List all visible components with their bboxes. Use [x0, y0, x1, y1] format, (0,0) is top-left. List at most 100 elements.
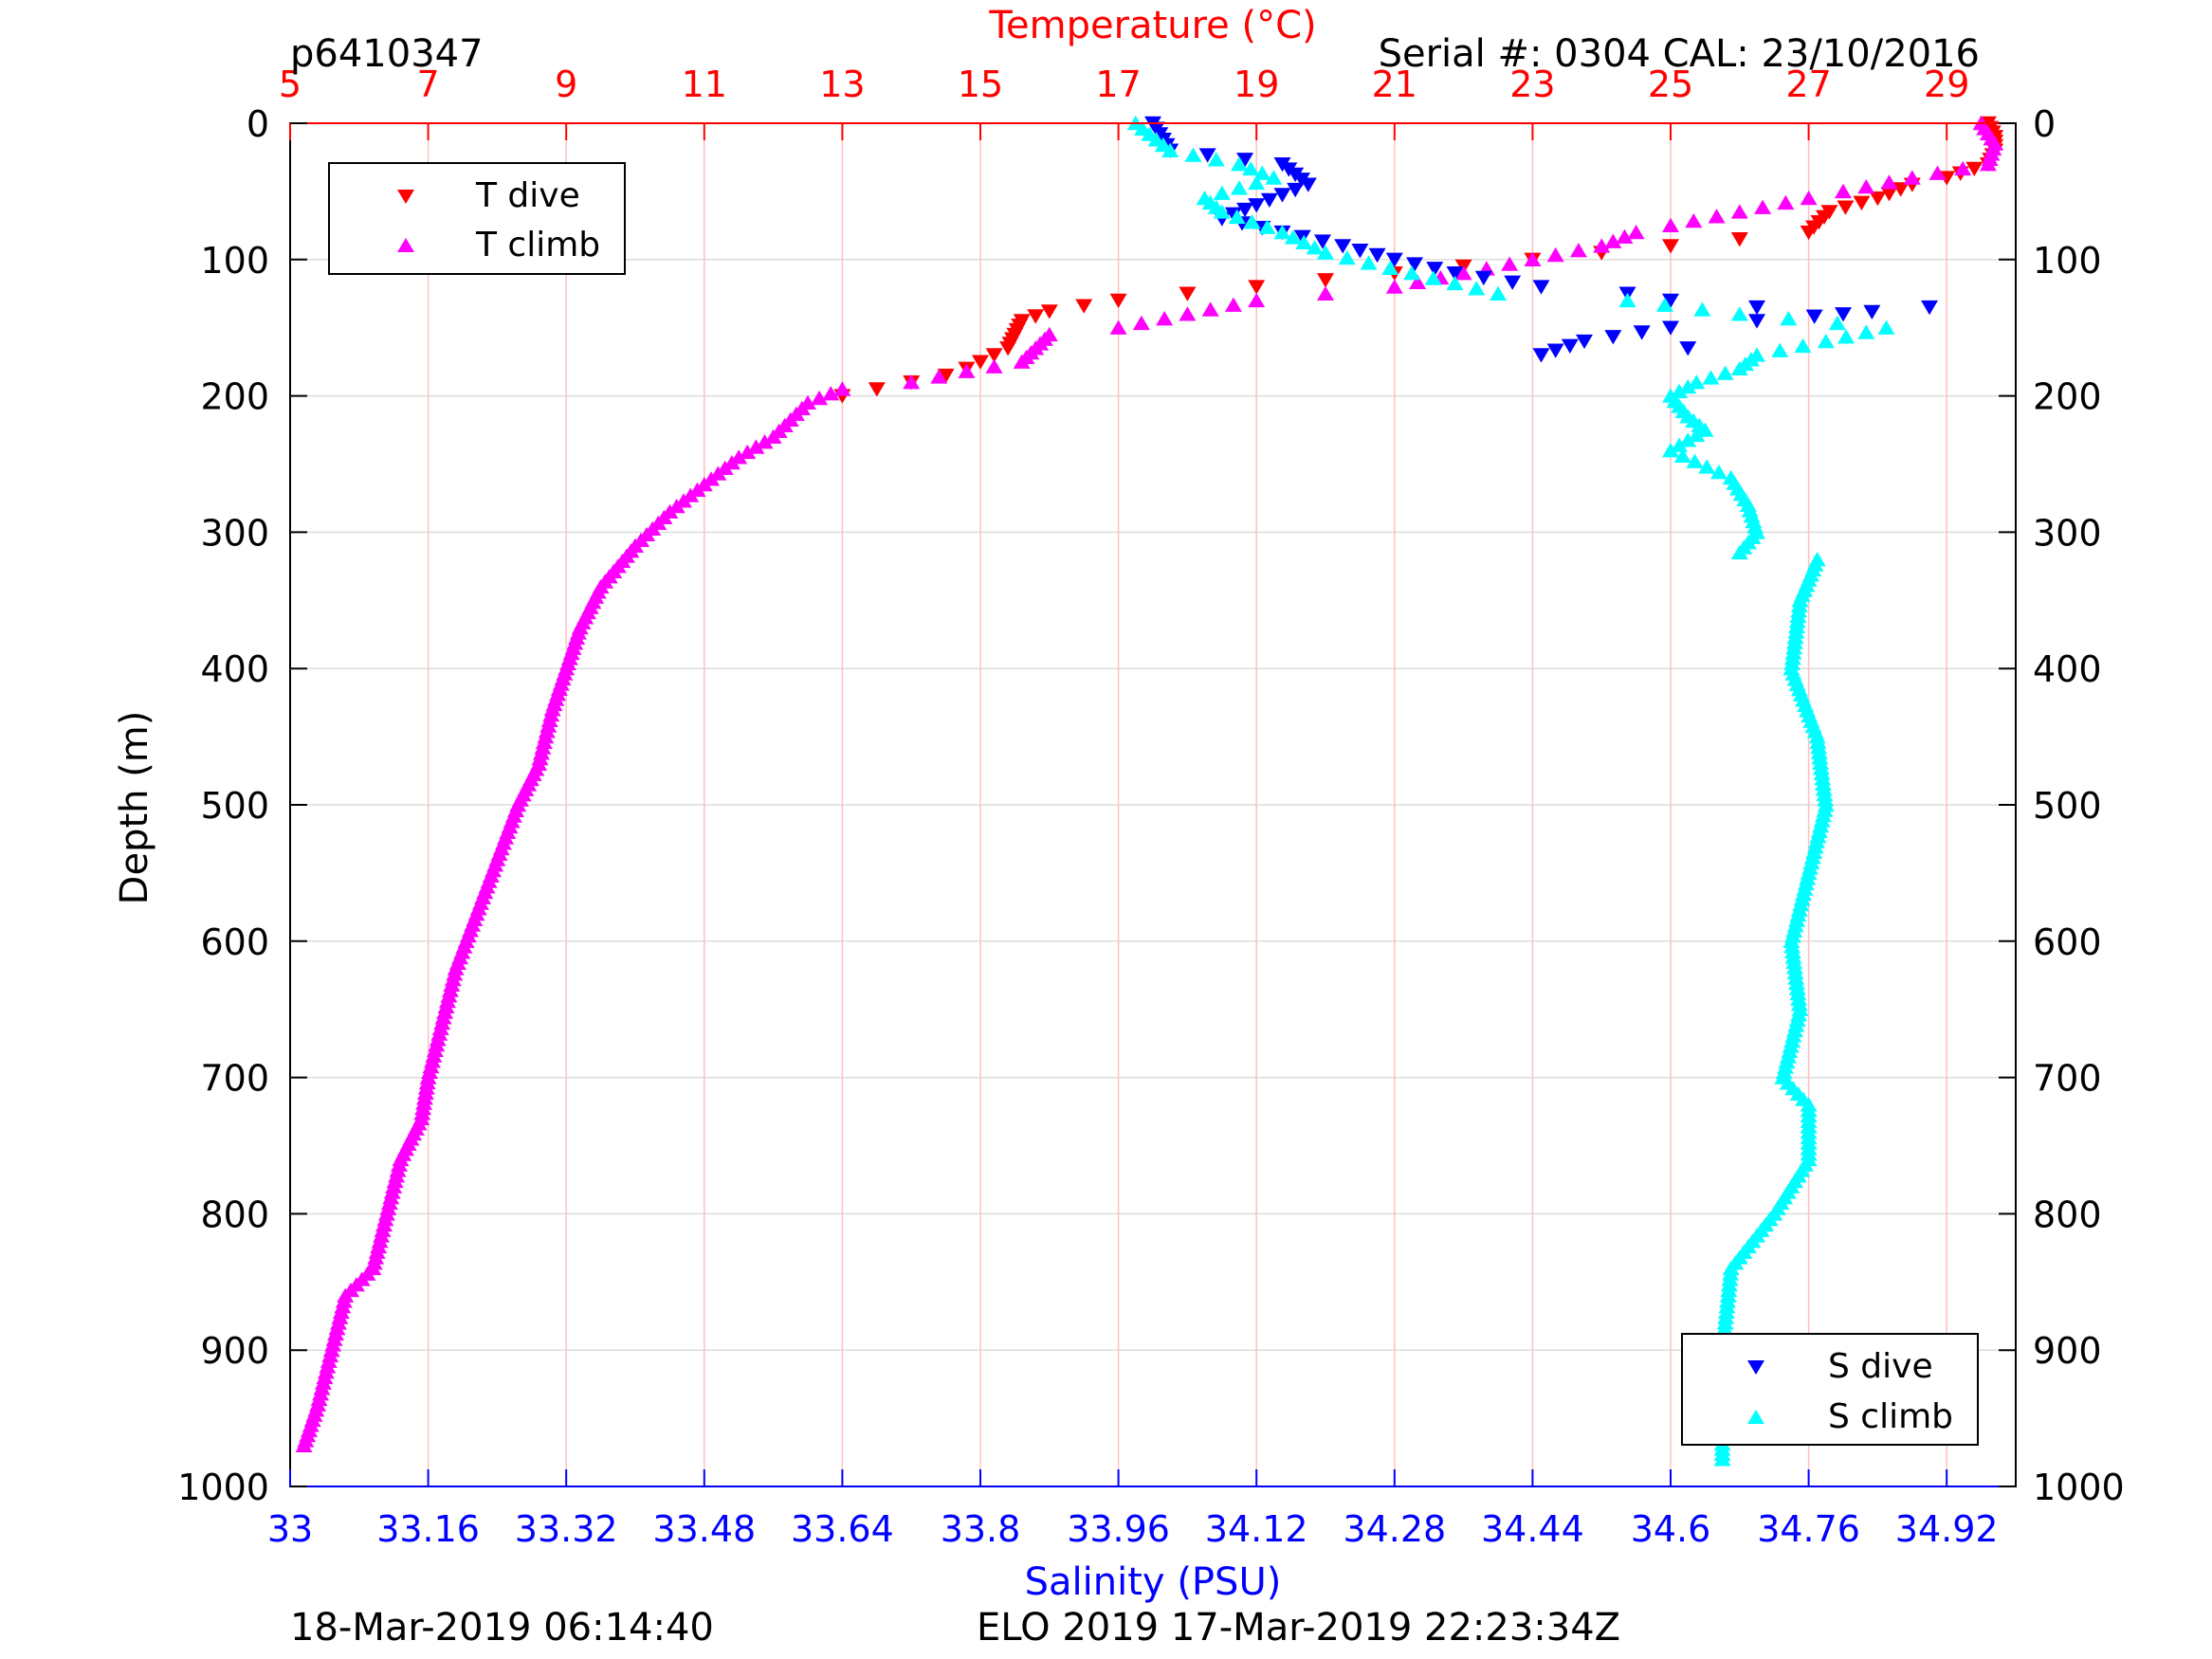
- s-dive-point: [1546, 343, 1564, 358]
- t-climb-point: [903, 374, 921, 390]
- t-climb-point: [1317, 285, 1334, 301]
- t-dive-point: [999, 341, 1017, 356]
- t-climb-point: [1248, 292, 1266, 308]
- t-climb-point: [1224, 297, 1242, 312]
- depth-tick-label-left: 200: [200, 376, 269, 418]
- depth-tick-label-left: 800: [200, 1194, 269, 1235]
- s-climb-point: [1213, 204, 1231, 219]
- s-dive-point: [1504, 275, 1522, 290]
- depth-tick-label-right: 1000: [2033, 1467, 2125, 1508]
- s-climb-point: [1306, 240, 1324, 255]
- salinity-tick-label: 33.16: [376, 1508, 480, 1550]
- temperature-tick-label: 15: [958, 64, 1003, 105]
- temperature-tick-label: 19: [1234, 64, 1279, 105]
- t-climb-point: [1201, 301, 1219, 317]
- t-climb-point: [1627, 224, 1645, 240]
- s-dive-point: [1604, 330, 1622, 345]
- t-climb-point: [1730, 204, 1748, 219]
- s-climb-point: [1242, 160, 1260, 176]
- salinity-tick-label: 33.8: [941, 1508, 1021, 1550]
- s-dive-point: [1662, 320, 1679, 336]
- t-climb-point: [739, 444, 757, 460]
- s-dive-point: [1198, 148, 1216, 163]
- legend-s-dive-label: S dive: [1828, 1347, 1933, 1386]
- s-dive-point: [1293, 229, 1311, 245]
- depth-tick-label-left: 1000: [177, 1467, 269, 1508]
- legend-t-climb-marker: [397, 238, 414, 252]
- t-dive-point: [1965, 161, 1983, 177]
- s-climb-point: [1490, 285, 1507, 301]
- s-dive-point: [1576, 334, 1593, 350]
- depth-tick-label-left: 900: [200, 1330, 269, 1372]
- tick-layer: 0 0 100 100 200 200 300 300 400 400 500 500 600 600 70…: [177, 64, 2124, 1550]
- t-dive-point: [868, 382, 886, 397]
- temperature-tick-label: 17: [1095, 64, 1141, 105]
- s-dive-point: [1260, 192, 1278, 208]
- s-dive-point: [1446, 265, 1464, 282]
- depth-tick-label-right: 100: [2033, 240, 2102, 282]
- t-climb-point: [1903, 170, 1921, 185]
- depth-tick-label-left: 0: [247, 103, 269, 145]
- temperature-axis-title: Temperature (°C): [988, 4, 1316, 47]
- t-climb-point: [1546, 246, 1564, 263]
- temperature-tick-label: 11: [682, 64, 727, 105]
- s-dive-point: [1835, 307, 1852, 322]
- s-climb-point: [1446, 275, 1464, 291]
- s-climb-point: [1713, 1451, 1731, 1467]
- s-climb-point: [1686, 453, 1704, 468]
- s-climb-point: [1618, 292, 1636, 308]
- legend-s-climb-marker: [1747, 1410, 1764, 1424]
- s-climb-point: [1243, 214, 1261, 229]
- t-climb-point: [958, 363, 976, 378]
- salinity-tick-label: 33.96: [1067, 1508, 1170, 1550]
- s-dive-point: [1532, 280, 1550, 295]
- t-dive-point: [1853, 195, 1871, 210]
- t-climb-point: [1132, 315, 1150, 331]
- s-climb-point: [1662, 443, 1679, 458]
- s-dive-point: [1313, 234, 1331, 249]
- t-climb-point: [1109, 319, 1127, 335]
- t-dive-point: [1662, 239, 1679, 254]
- s-climb-point: [1837, 329, 1856, 344]
- t-climb-point: [1524, 251, 1542, 266]
- s-climb-point: [1698, 459, 1716, 474]
- s-climb-point: [1780, 311, 1798, 326]
- s-dive-point: [1748, 300, 1765, 316]
- t-climb-point: [1604, 233, 1622, 248]
- s-climb-point: [1730, 544, 1748, 560]
- s-dive-point: [1679, 341, 1697, 356]
- s-climb-point: [1248, 174, 1266, 191]
- salinity-tick-label: 34.28: [1343, 1508, 1446, 1550]
- t-climb-point: [1800, 190, 1818, 206]
- s-climb-point: [1673, 447, 1691, 464]
- salinity-axis-title: Salinity (PSU): [1025, 1560, 1282, 1604]
- t-dive-point: [1248, 280, 1266, 295]
- temperature-tick-label: 25: [1648, 64, 1693, 105]
- t-climb-point: [764, 428, 782, 444]
- s-climb-point: [1688, 427, 1706, 443]
- t-dive-point: [1040, 304, 1058, 319]
- s-dive-point: [1474, 270, 1492, 286]
- s-climb-point: [1295, 234, 1313, 250]
- t-dive-point: [1880, 187, 1898, 202]
- t-dive-point: [1109, 293, 1127, 309]
- t-climb-point: [1880, 174, 1898, 190]
- s-climb-point: [1231, 180, 1248, 195]
- t-dive-point: [937, 368, 955, 384]
- s-climb-point: [1403, 265, 1420, 281]
- t-climb-point: [1409, 274, 1427, 289]
- footer-left-timestamp: 18-Mar-2019 06:14:40: [290, 1606, 714, 1650]
- s-climb-point: [1679, 378, 1697, 394]
- t-climb-point: [1835, 183, 1852, 199]
- t-climb-point: [756, 434, 774, 449]
- t-dive-point: [1800, 225, 1818, 241]
- s-climb-point: [1794, 337, 1812, 354]
- salinity-tick-label: 34.12: [1205, 1508, 1308, 1550]
- s-climb-point: [1671, 437, 1689, 452]
- depth-tick-label-left: 500: [200, 785, 269, 827]
- temperature-tick-label: 29: [1924, 64, 1969, 105]
- legend-t-dive-marker: [397, 190, 414, 204]
- s-climb-point: [1184, 147, 1202, 162]
- s-climb-point: [1213, 185, 1231, 200]
- s-climb-point: [1228, 209, 1246, 225]
